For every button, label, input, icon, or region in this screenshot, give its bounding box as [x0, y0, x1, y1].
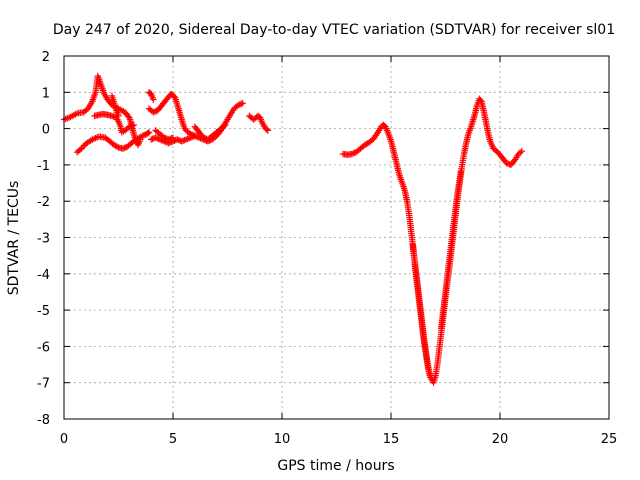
data-point — [200, 134, 207, 141]
data-point — [188, 131, 196, 138]
data-point — [153, 135, 161, 142]
data-point — [76, 146, 84, 153]
data-point — [222, 121, 229, 129]
y-tick-label: -8 — [37, 413, 50, 428]
data-point — [178, 138, 185, 145]
data-point — [187, 130, 194, 138]
data-point — [185, 135, 193, 142]
data-point — [108, 112, 116, 120]
y-tick-label: -3 — [37, 232, 50, 247]
data-point — [119, 145, 127, 152]
data-point — [179, 137, 187, 144]
data-point — [110, 113, 117, 120]
x-tick-label: 15 — [383, 432, 400, 447]
data-point — [203, 135, 210, 143]
data-layer — [60, 72, 525, 386]
data-point — [184, 135, 191, 143]
data-point — [193, 133, 200, 140]
x-tick-labels: 0 5 10 15 20 25 — [60, 432, 617, 447]
y-tick-label: 1 — [42, 86, 50, 101]
grid — [64, 56, 609, 419]
data-point — [161, 134, 168, 141]
data-point — [155, 135, 162, 143]
data-point — [181, 136, 188, 144]
data-point — [152, 134, 159, 141]
data-point — [166, 135, 174, 143]
data-point — [182, 136, 190, 143]
data-point — [174, 136, 181, 143]
x-tick-label: 20 — [492, 432, 509, 447]
x-tick-label: 10 — [274, 432, 291, 447]
data-point — [477, 96, 484, 104]
data-point — [151, 108, 159, 115]
data-point — [113, 143, 121, 150]
data-point — [503, 159, 510, 167]
y-tick-label: -1 — [37, 159, 50, 174]
data-point — [350, 150, 357, 157]
data-point — [129, 122, 136, 129]
data-point — [191, 132, 198, 140]
x-axis-label: GPS time / hours — [277, 458, 394, 474]
chart-title: Day 247 of 2020, Sidereal Day-to-day VTE… — [53, 22, 615, 38]
data-point — [145, 129, 153, 136]
data-point — [126, 123, 133, 130]
y-tick-labels: -8 -7 -6 -5 -4 -3 -2 -1 0 1 2 — [37, 50, 50, 428]
data-point — [144, 129, 152, 137]
data-point — [518, 147, 525, 155]
data-point — [238, 100, 245, 107]
x-tick-label: 0 — [60, 432, 68, 447]
axis-ticks — [63, 55, 610, 420]
y-tick-label: 2 — [42, 50, 50, 65]
data-point — [121, 144, 128, 152]
x-tick-label: 25 — [601, 432, 618, 447]
data-point — [190, 132, 197, 139]
data-point — [115, 112, 122, 120]
y-tick-label: -4 — [37, 268, 50, 283]
data-point — [220, 122, 228, 130]
data-point — [263, 126, 270, 133]
data-point — [162, 135, 169, 142]
data-point — [140, 132, 148, 139]
data-point — [239, 99, 246, 107]
data-point — [127, 122, 135, 130]
data-point — [150, 109, 157, 116]
data-point — [149, 135, 156, 143]
data-point — [139, 132, 146, 140]
data-point — [169, 134, 177, 141]
y-tick-label: -6 — [37, 340, 50, 355]
data-point — [130, 121, 137, 129]
data-point — [348, 150, 355, 158]
y-tick-label: -2 — [37, 195, 50, 210]
data-point — [148, 136, 155, 143]
data-point — [175, 136, 183, 144]
data-point — [427, 374, 434, 381]
data-point — [156, 136, 164, 143]
y-tick-label: 0 — [42, 123, 50, 138]
y-tick-label: -5 — [37, 304, 50, 319]
data-point — [150, 96, 157, 103]
data-point — [235, 101, 242, 109]
data-point — [165, 136, 172, 143]
data-point — [236, 101, 244, 108]
y-axis-label: SDTVAR / TECUs — [6, 181, 22, 296]
data-point — [168, 135, 175, 142]
data-point — [194, 133, 201, 141]
data-point — [457, 168, 464, 176]
x-tick-label: 5 — [169, 432, 177, 447]
data-point — [264, 127, 272, 134]
y-tick-label: -7 — [37, 377, 50, 392]
